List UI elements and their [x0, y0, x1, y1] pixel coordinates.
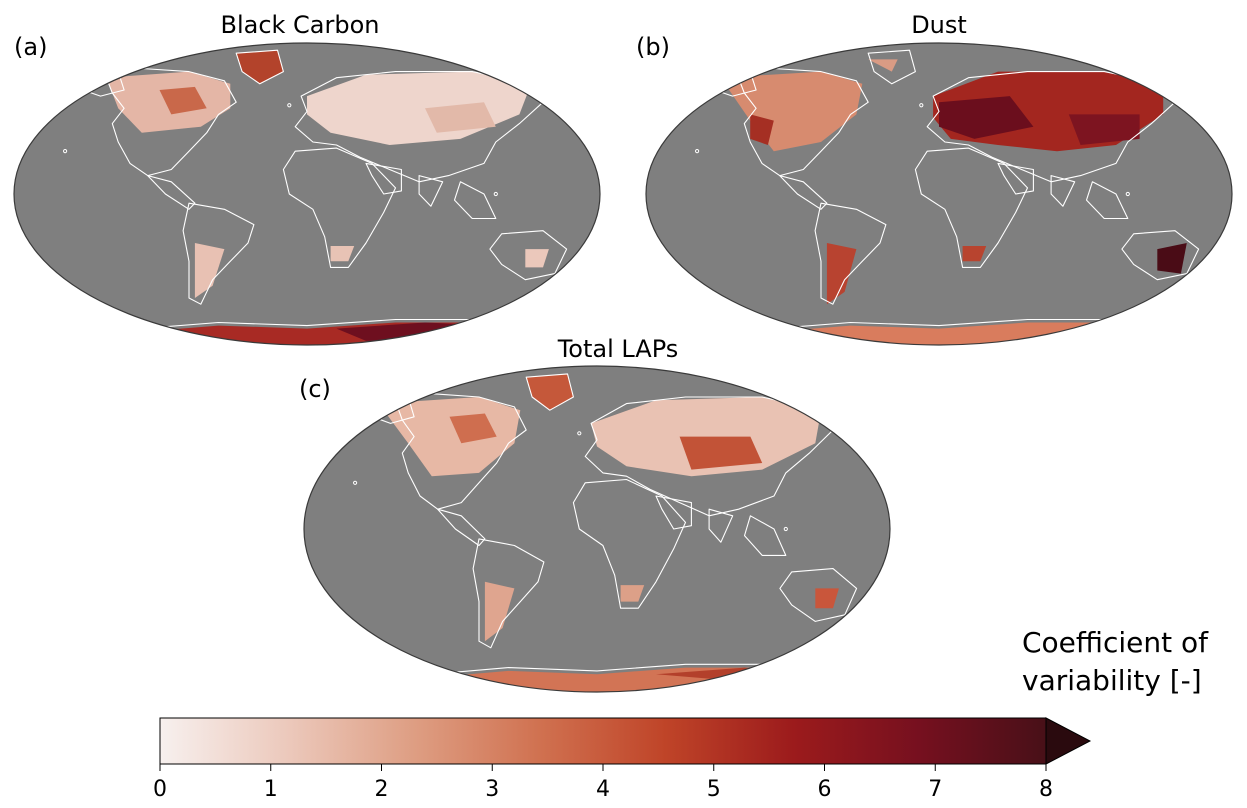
colorbar-title-line1: Coefficient of: [1022, 626, 1208, 659]
colorbar-tick-label: 0: [153, 777, 167, 802]
colorbar-title-line2: variability [-]: [1022, 664, 1202, 697]
map-dust: [645, 42, 1233, 346]
panel-c-title: Total LAPs: [557, 335, 679, 363]
colorbar-extend-arrow: [1045, 717, 1092, 765]
panel-b-title: Dust: [911, 11, 967, 39]
colorbar-tick-label: 1: [264, 777, 278, 802]
map-total-laps: [303, 365, 891, 693]
colorbar-tick-label: 4: [596, 777, 610, 802]
colorbar-gradient: [159, 717, 1047, 765]
colorbar-title: Coefficient of variability [-]: [1022, 624, 1242, 700]
panel-b-letter: (b): [636, 33, 670, 61]
map-black-carbon: [13, 42, 601, 346]
colorbar-tick-label: 2: [375, 777, 389, 802]
colorbar: 0 1 2 3 4 5 6 7 8: [153, 717, 1092, 802]
colorbar-tick-label: 3: [485, 777, 499, 802]
panel-c-letter: (c): [299, 375, 331, 403]
colorbar-tick-label: 5: [707, 777, 721, 802]
colorbar-tick-label: 7: [928, 777, 942, 802]
panel-a-title: Black Carbon: [220, 11, 380, 39]
colorbar-tick-label: 8: [1039, 777, 1053, 802]
colorbar-tick-label: 6: [818, 777, 832, 802]
panel-a-letter: (a): [14, 33, 48, 61]
